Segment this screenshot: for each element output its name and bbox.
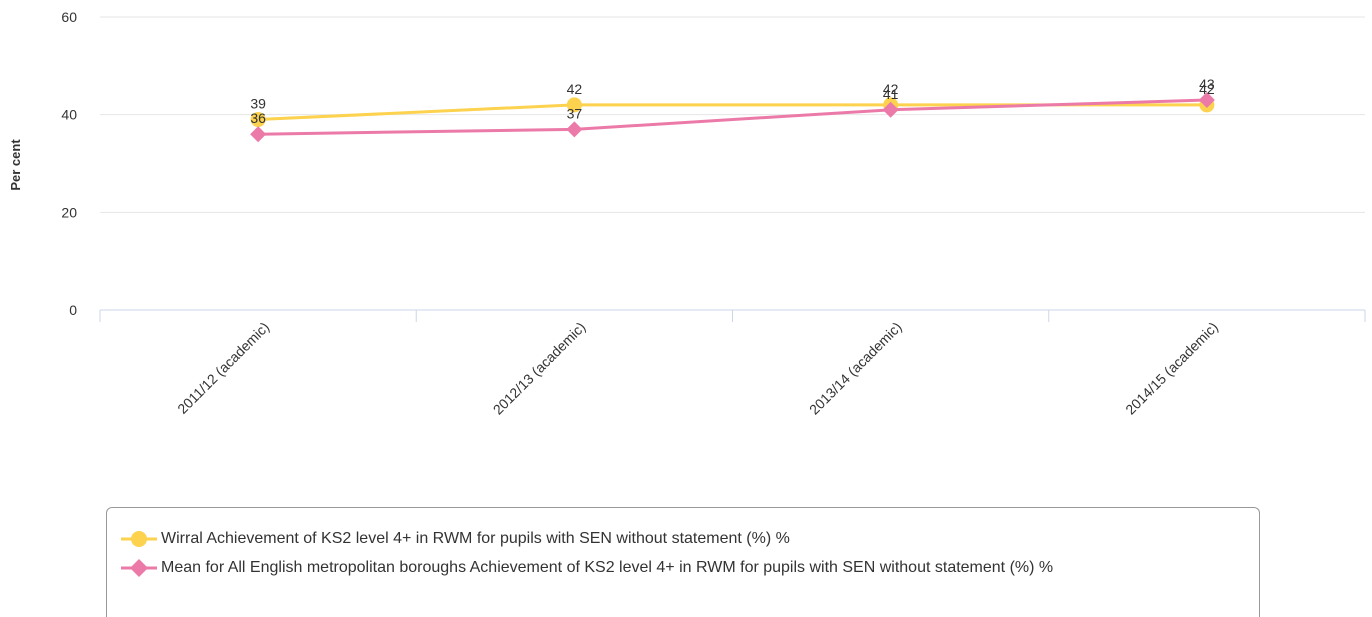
gridlines: [100, 16, 1365, 213]
data-label: 43: [1199, 76, 1215, 92]
diamond-marker-icon: [121, 559, 157, 577]
x-axis: 2011/12 (academic) 2012/13 (academic) 2013…: [99, 309, 1366, 418]
data-point: [566, 97, 582, 113]
x-tick-label: 2013/14 (academic): [806, 319, 905, 418]
data-label: 36: [250, 110, 266, 126]
y-tick-label: 40: [61, 107, 77, 123]
legend-item-wirral[interactable]: Wirral Achievement of KS2 level 4+ in RW…: [121, 528, 1251, 550]
legend-label-mean: Mean for All English metropolitan boroug…: [161, 559, 1054, 576]
legend-label-wirral: Wirral Achievement of KS2 level 4+ in RW…: [161, 530, 790, 547]
data-labels: 39 42 42 42 36 37 41 43: [250, 76, 1215, 126]
y-axis-ticks: 0 20 40 60: [61, 9, 77, 318]
series-line: [258, 103, 1207, 122]
y-tick-label: 20: [61, 204, 77, 220]
y-tick-label: 60: [61, 9, 77, 25]
data-label: 42: [567, 81, 583, 97]
series-layer: [250, 92, 1215, 143]
data-point: [250, 126, 267, 143]
y-tick-label: 0: [69, 302, 77, 318]
line-chart: 0 20 40 60 2011/12 (academic) 2012/13 (acade…: [8, 9, 1366, 418]
data-label: 39: [250, 96, 266, 112]
data-point: [1198, 92, 1215, 109]
data-point: [250, 112, 266, 128]
y-axis-label: Per cent: [8, 139, 23, 191]
x-tick-label: 2014/15 (academic): [1122, 319, 1221, 418]
x-tick-label: 2011/12 (academic): [174, 319, 272, 417]
data-label: 37: [567, 105, 583, 121]
data-point: [566, 121, 583, 138]
series-line: [258, 98, 1207, 136]
data-label: 42: [1199, 81, 1215, 97]
data-point: [882, 101, 899, 118]
circle-marker-icon: [121, 531, 157, 547]
legend: Wirral Achievement of KS2 level 4+ in RW…: [106, 507, 1260, 617]
data-label: 41: [883, 86, 899, 102]
x-tick-label: 2012/13 (academic): [490, 319, 589, 418]
legend-item-mean[interactable]: Mean for All English metropolitan boroug…: [121, 557, 1251, 579]
data-label: 42: [883, 81, 899, 97]
